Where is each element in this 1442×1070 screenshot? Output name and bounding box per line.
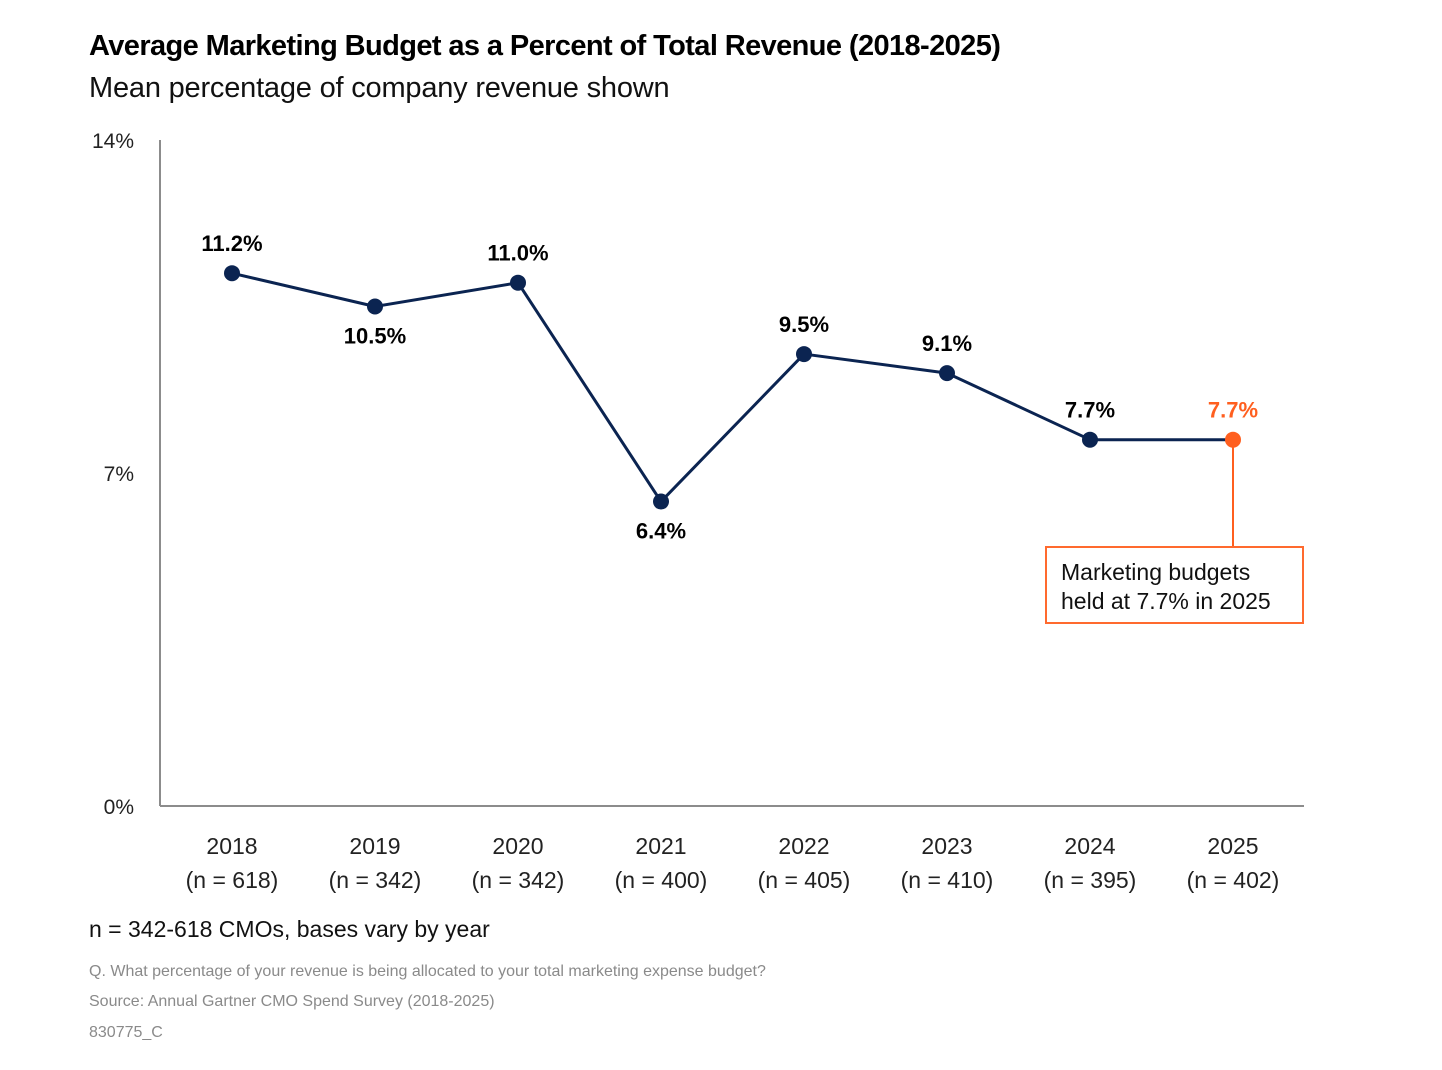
survey-question: Q. What percentage of your revenue is be…	[89, 963, 766, 980]
data-label: 11.0%	[487, 241, 548, 266]
y-tick-label: 7%	[104, 463, 134, 486]
data-point	[939, 365, 955, 382]
chart-subtitle: Mean percentage of company revenue shown	[89, 72, 670, 104]
data-points	[224, 265, 1241, 510]
x-tick-label: 2020	[492, 833, 543, 859]
data-point	[367, 298, 383, 315]
source-note: Source: Annual Gartner CMO Spend Survey …	[89, 993, 495, 1010]
x-tick-sublabel: (n = 342)	[472, 867, 565, 893]
x-tick-label: 2025	[1207, 833, 1258, 859]
x-tick-sublabel: (n = 405)	[758, 867, 851, 893]
data-label: 6.4%	[636, 519, 686, 544]
data-label: 7.7%	[1065, 398, 1115, 423]
data-point	[510, 274, 526, 291]
data-point	[224, 265, 240, 282]
data-label: 10.5%	[344, 324, 406, 349]
line-segment	[516, 281, 663, 504]
x-tick-sublabel: (n = 400)	[615, 867, 708, 893]
line-segment	[945, 371, 1092, 442]
chart-title: Average Marketing Budget as a Percent of…	[89, 30, 1001, 62]
figure-code: 830775_C	[89, 1024, 163, 1041]
line-segment	[659, 352, 806, 504]
callout-box: Marketing budgets held at 7.7% in 2025	[1045, 546, 1304, 624]
callout-line-1: Marketing budgets	[1061, 559, 1251, 585]
x-tick-sublabel: (n = 618)	[186, 867, 279, 893]
data-point	[1082, 431, 1098, 448]
x-tick-label: 2021	[635, 833, 686, 859]
x-tick-label: 2022	[778, 833, 829, 859]
y-tick-label: 14%	[92, 130, 134, 153]
x-axis-ticks: 2018 (n = 618) 2019 (n = 342) 2020 (n = 342) 2…	[186, 833, 1280, 893]
x-tick-label: 2023	[921, 833, 972, 859]
axes	[159, 140, 1304, 807]
data-label: 9.1%	[922, 331, 972, 356]
line-segment	[802, 352, 949, 375]
x-tick-label: 2019	[349, 833, 400, 859]
data-label: 9.5%	[779, 312, 829, 337]
line-segment	[373, 281, 520, 308]
data-label: 7.7%	[1208, 398, 1258, 423]
x-tick-sublabel: (n = 402)	[1187, 867, 1280, 893]
series-line	[230, 271, 1235, 504]
x-tick-label: 2024	[1064, 833, 1115, 859]
highlight-point	[1225, 431, 1241, 448]
data-point	[653, 493, 669, 510]
x-tick-sublabel: (n = 342)	[329, 867, 422, 893]
x-tick-label: 2018	[206, 833, 257, 859]
callout-line-2: held at 7.7% in 2025	[1061, 588, 1271, 614]
y-axis-ticks: 0% 7% 14%	[92, 130, 134, 819]
line-segment	[230, 271, 377, 308]
data-labels: 11.2% 10.5% 11.0% 6.4% 9.5% 9.1% 7.7% 7.7%	[201, 231, 1258, 543]
x-tick-sublabel: (n = 395)	[1044, 867, 1137, 893]
y-tick-label: 0%	[104, 796, 134, 819]
data-label: 11.2%	[201, 231, 262, 256]
data-point	[796, 346, 812, 363]
sample-note: n = 342-618 CMOs, bases vary by year	[89, 916, 490, 942]
x-tick-sublabel: (n = 410)	[901, 867, 994, 893]
line-chart: 0% 7% 14% 2018 (n = 618) 2019 (n = 342) 2020 (n…	[92, 130, 1304, 893]
